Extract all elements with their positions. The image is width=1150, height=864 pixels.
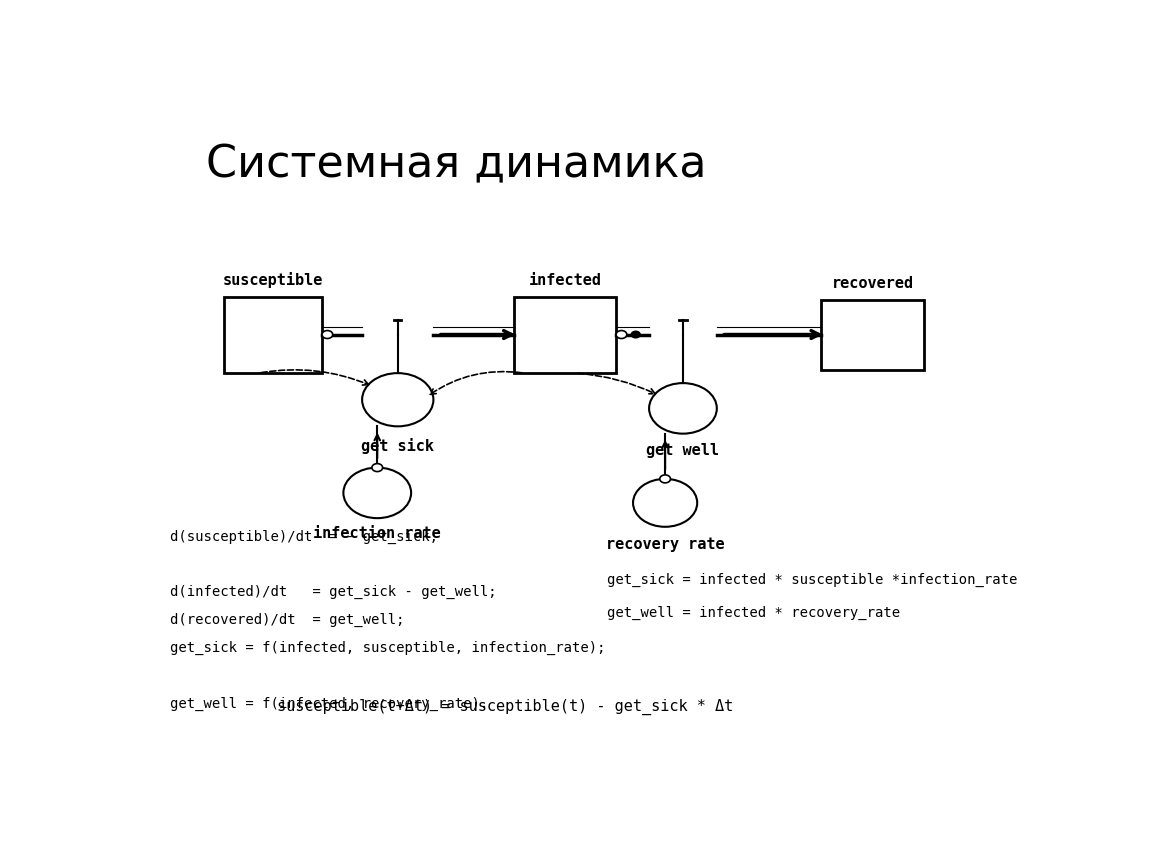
Circle shape [344, 467, 412, 518]
Text: Системная динамика: Системная динамика [206, 143, 706, 187]
Circle shape [371, 464, 383, 472]
Text: get_well = f(infected, recovery_rate).: get_well = f(infected, recovery_rate). [170, 697, 489, 711]
Text: d(susceptible)/dt  = - get_sick;: d(susceptible)/dt = - get_sick; [170, 530, 438, 543]
Circle shape [616, 331, 627, 339]
FancyArrowPatch shape [662, 442, 668, 469]
FancyArrowPatch shape [375, 435, 380, 458]
Bar [514, 296, 616, 373]
FancyArrowPatch shape [724, 331, 819, 339]
Text: d(infected)/dt   = get_sick - get_well;: d(infected)/dt = get_sick - get_well; [170, 585, 497, 600]
Text: get_well = infected * recovery_rate: get_well = infected * recovery_rate [607, 607, 900, 620]
Text: get_sick = f(infected, susceptible, infection_rate);: get_sick = f(infected, susceptible, infe… [170, 641, 606, 656]
Text: recovered: recovered [831, 276, 914, 291]
Circle shape [649, 383, 716, 434]
Text: get well: get well [646, 443, 720, 458]
Text: get sick: get sick [361, 438, 435, 454]
Text: get_sick = infected * susceptible *infection_rate: get_sick = infected * susceptible *infec… [607, 573, 1018, 587]
Circle shape [322, 331, 332, 339]
Text: infection rate: infection rate [314, 526, 442, 541]
Bar [224, 296, 322, 373]
Text: susceptible(t+Δt) = susceptible(t) - get_sick * Δt: susceptible(t+Δt) = susceptible(t) - get… [277, 699, 734, 715]
Circle shape [631, 331, 641, 338]
Text: infected: infected [529, 273, 601, 288]
Circle shape [362, 373, 434, 426]
FancyArrowPatch shape [440, 331, 512, 339]
Text: susceptible: susceptible [223, 272, 323, 288]
Circle shape [632, 479, 697, 527]
Circle shape [660, 475, 670, 483]
Text: recovery rate: recovery rate [606, 537, 724, 552]
Bar [821, 300, 923, 370]
Text: d(recovered)/dt  = get_well;: d(recovered)/dt = get_well; [170, 613, 405, 627]
